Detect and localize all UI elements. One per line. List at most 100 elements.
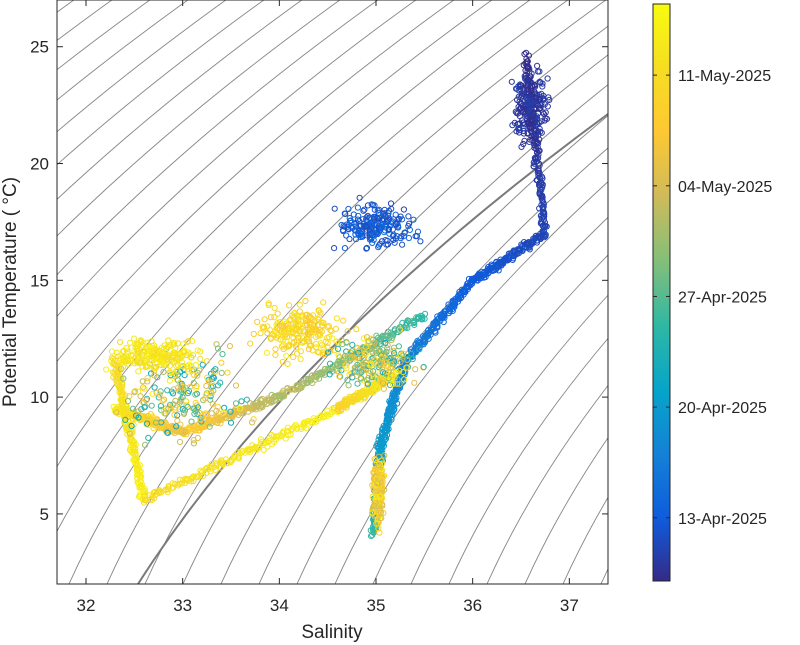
data-point [373,332,380,339]
data-point [316,326,323,334]
data-point [546,96,553,104]
data-point [252,445,259,452]
isopycnal-line [57,0,227,133]
data-point [370,357,377,364]
data-point [416,346,423,353]
isopycnal-line [57,0,417,318]
data-point [183,351,190,358]
data-point [145,434,152,441]
data-point [139,384,147,391]
data-point [165,405,172,412]
data-point [522,67,529,74]
data-point [395,343,402,350]
data-point [166,362,173,369]
data-point [171,481,178,488]
data-point [265,300,272,307]
data-point [190,437,197,444]
data-point [144,420,151,427]
data-point [243,396,250,403]
data-point [376,529,383,536]
data-point [160,396,168,403]
isopycnal-line [57,0,493,412]
x-tick-label: 33 [173,596,192,615]
data-point [280,428,287,435]
data-point [121,406,128,413]
isopycnal-line [524,436,608,584]
data-point [260,446,267,453]
data-point [157,403,164,410]
data-point [360,207,367,214]
data-point [533,130,540,137]
data-point [536,105,543,113]
data-point [372,216,379,223]
data-point [417,238,424,245]
data-point [219,461,227,468]
data-point [394,380,401,387]
data-point [272,346,279,353]
data-point [326,333,333,341]
data-point [209,383,217,390]
data-point [336,369,343,376]
data-point [343,339,350,346]
isopycnal-line [57,0,569,533]
data-point [340,317,347,324]
data-point [159,397,166,404]
data-point [142,357,149,364]
data-point [371,339,378,346]
data-point [365,338,372,345]
data-point [293,344,300,351]
data-point [184,403,191,410]
data-point [309,347,316,354]
data-point [520,88,527,95]
data-point [124,348,131,355]
data-point [353,373,360,380]
data-point [254,318,261,325]
isopycnal-line [57,0,303,200]
data-point [209,401,216,408]
data-point [356,347,363,354]
data-point [406,220,413,227]
data-point [297,348,304,355]
colorbar-tick-label: 04-May-2025 [678,179,772,196]
data-point [383,416,390,423]
data-point [397,351,404,358]
data-point [328,365,335,373]
data-point [187,354,195,361]
data-point [142,441,149,448]
data-point [384,218,391,225]
data-point [541,117,548,124]
data-point [360,361,367,368]
data-point [206,423,213,430]
data-point [174,412,181,419]
data-point [176,388,183,395]
data-point [294,425,301,432]
data-point [391,350,398,357]
data-point [317,309,324,316]
data-point [110,403,117,410]
data-point [308,332,315,339]
data-point [236,405,244,412]
colorbar-gradient [652,3,671,582]
isopycnal-line [57,0,189,101]
data-point [519,92,526,99]
data-point [199,411,206,418]
data-point [354,204,361,211]
data-point [519,108,526,116]
data-point [210,387,217,394]
data-point [198,469,205,476]
data-point [396,381,403,388]
data-point [345,205,352,213]
data-point [345,382,352,389]
data-point [194,372,201,379]
data-point [347,217,354,224]
data-point [212,415,219,423]
data-point [368,220,375,227]
data-point [356,194,363,201]
data-point [385,226,392,233]
data-point [103,366,110,373]
data-point [320,299,327,306]
data-point [333,315,340,322]
data-point [167,401,174,408]
data-point [218,416,225,423]
data-point [382,212,389,219]
